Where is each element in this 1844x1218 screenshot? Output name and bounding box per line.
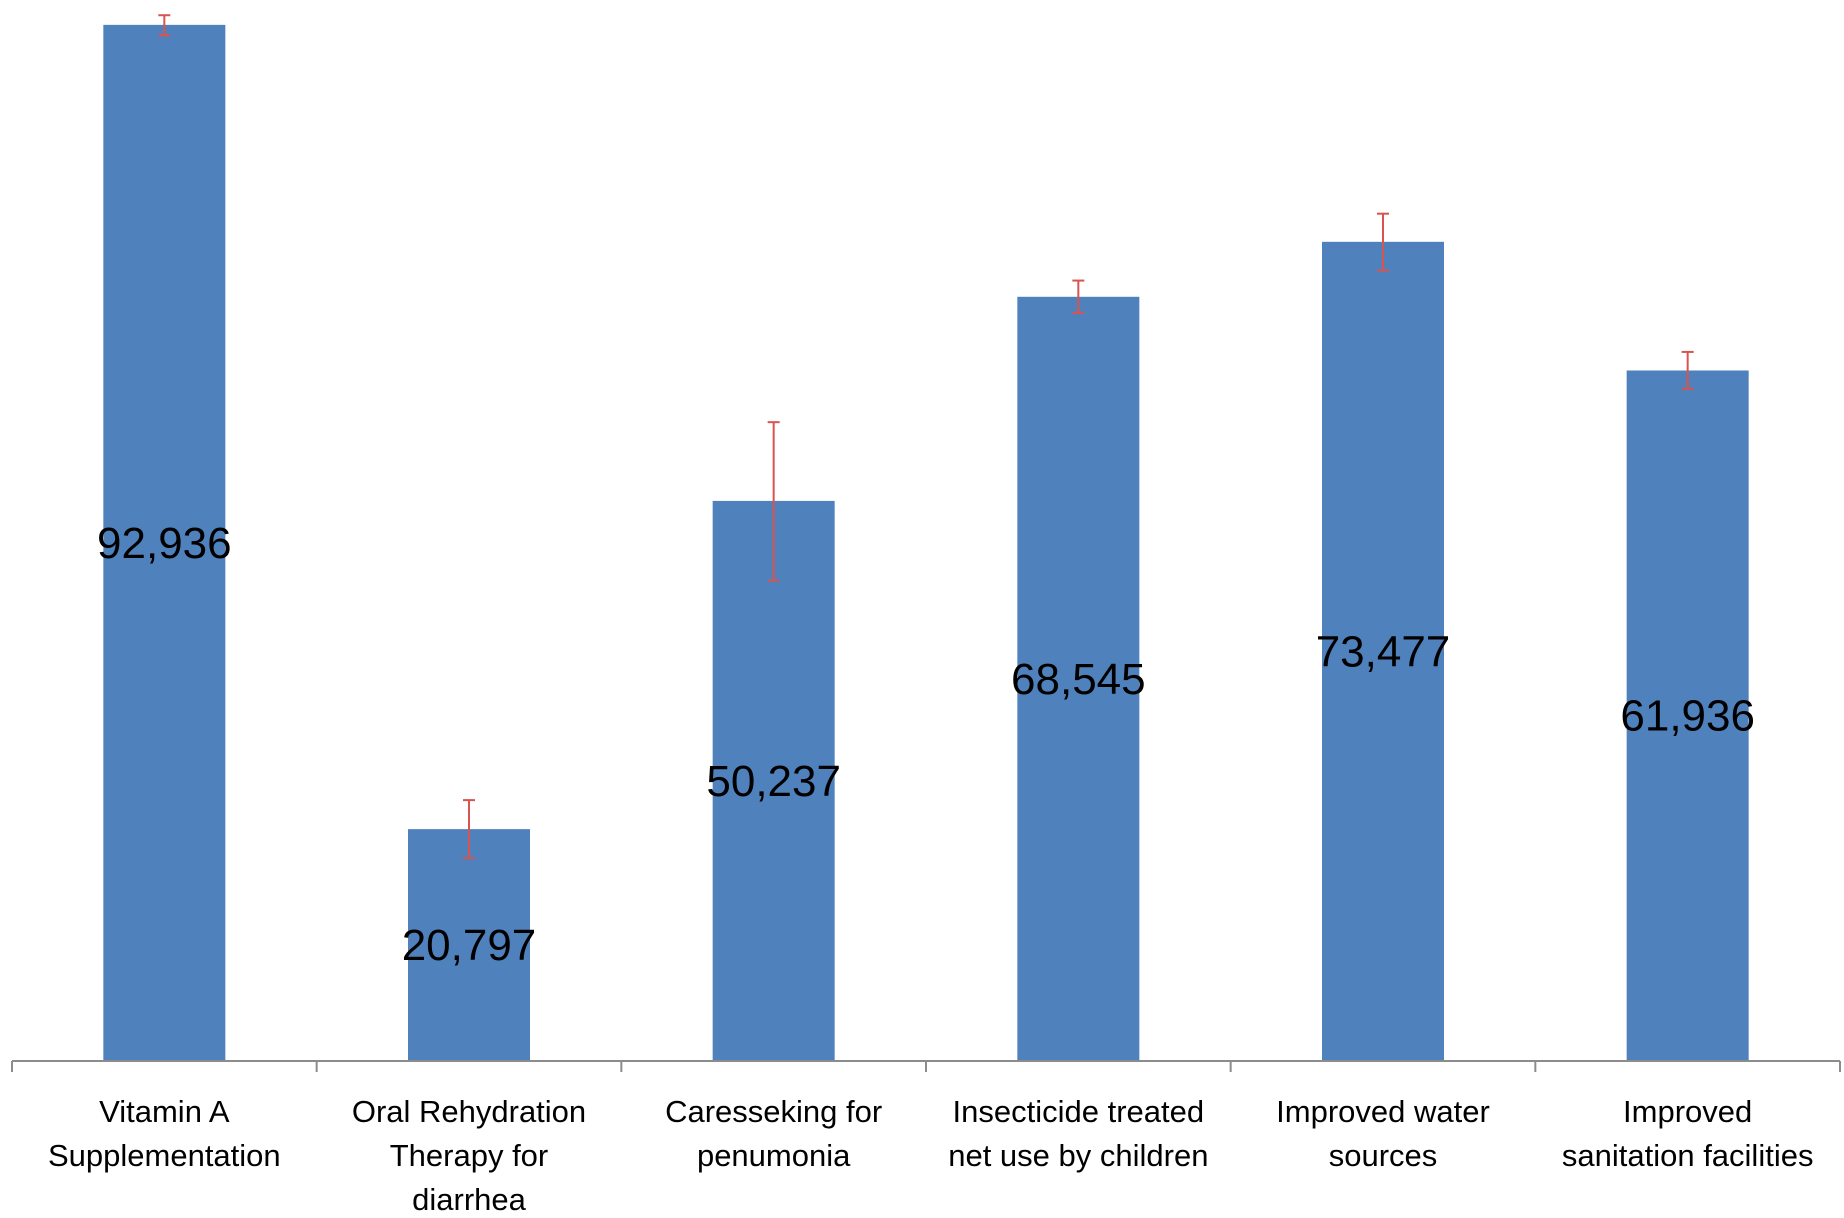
error-bars-group	[158, 14, 1694, 860]
data-label: 50,237	[706, 757, 841, 806]
data-label: 20,797	[402, 921, 537, 970]
bar	[1322, 241, 1444, 1061]
bar	[103, 24, 226, 1062]
bar	[712, 500, 835, 1061]
error-bar	[1377, 212, 1389, 272]
bar	[1626, 370, 1749, 1061]
bars-group	[103, 24, 1749, 1062]
error-bar	[1681, 350, 1694, 390]
error-bar	[1072, 279, 1085, 314]
data-labels-group: 92,936 20,797 50,237 68,545 73,477 61,936	[97, 519, 1755, 970]
error-bar	[158, 14, 171, 37]
x-tick-label: Caresseking for penumonia	[665, 1094, 882, 1173]
bar	[1017, 296, 1140, 1062]
x-tick-label: Improved water sources	[1276, 1094, 1490, 1173]
error-bar	[463, 799, 475, 860]
data-label: 68,545	[1011, 655, 1146, 704]
x-tick-labels-group: Vitamin A Supplementation Oral Rehydration…	[48, 1094, 1813, 1217]
x-tick-label: Improved sanitation facilities	[1562, 1094, 1814, 1173]
x-axis	[11, 1060, 1841, 1072]
data-label: 61,936	[1620, 692, 1755, 741]
x-tick-label: Oral Rehydration Therapy for diarrhea	[352, 1094, 586, 1217]
x-tick-label: Insecticide treated net use by children	[948, 1094, 1208, 1173]
data-label: 73,477	[1316, 627, 1451, 676]
error-bar	[767, 421, 780, 582]
x-tick-label: Vitamin A Supplementation	[48, 1094, 281, 1173]
data-label: 92,936	[97, 519, 232, 568]
bar	[408, 829, 530, 1061]
